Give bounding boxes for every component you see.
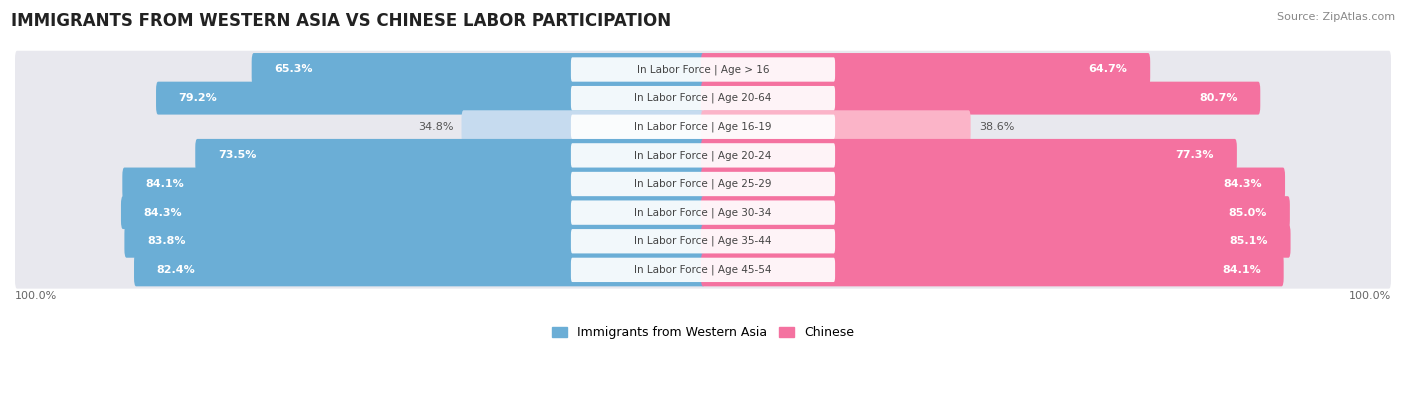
FancyBboxPatch shape — [122, 167, 704, 200]
Text: 73.5%: 73.5% — [218, 150, 256, 160]
Text: In Labor Force | Age 35-44: In Labor Force | Age 35-44 — [634, 236, 772, 246]
FancyBboxPatch shape — [571, 115, 835, 139]
FancyBboxPatch shape — [15, 79, 1391, 117]
Text: 85.1%: 85.1% — [1229, 236, 1268, 246]
Text: IMMIGRANTS FROM WESTERN ASIA VS CHINESE LABOR PARTICIPATION: IMMIGRANTS FROM WESTERN ASIA VS CHINESE … — [11, 12, 672, 30]
FancyBboxPatch shape — [15, 165, 1391, 203]
Legend: Immigrants from Western Asia, Chinese: Immigrants from Western Asia, Chinese — [547, 321, 859, 344]
FancyBboxPatch shape — [571, 86, 835, 110]
Text: 34.8%: 34.8% — [418, 122, 453, 132]
FancyBboxPatch shape — [156, 82, 704, 115]
FancyBboxPatch shape — [571, 57, 835, 82]
FancyBboxPatch shape — [702, 225, 1291, 258]
Text: 84.1%: 84.1% — [1222, 265, 1261, 275]
FancyBboxPatch shape — [15, 251, 1391, 289]
FancyBboxPatch shape — [571, 258, 835, 282]
Text: 82.4%: 82.4% — [156, 265, 195, 275]
Text: 85.0%: 85.0% — [1229, 208, 1267, 218]
FancyBboxPatch shape — [15, 51, 1391, 88]
Text: In Labor Force | Age 45-54: In Labor Force | Age 45-54 — [634, 265, 772, 275]
FancyBboxPatch shape — [124, 225, 704, 258]
FancyBboxPatch shape — [702, 139, 1237, 172]
FancyBboxPatch shape — [121, 196, 704, 229]
FancyBboxPatch shape — [702, 254, 1284, 286]
Text: 38.6%: 38.6% — [979, 122, 1014, 132]
FancyBboxPatch shape — [15, 108, 1391, 145]
Text: Source: ZipAtlas.com: Source: ZipAtlas.com — [1277, 12, 1395, 22]
Text: In Labor Force | Age 20-64: In Labor Force | Age 20-64 — [634, 93, 772, 103]
FancyBboxPatch shape — [702, 196, 1289, 229]
FancyBboxPatch shape — [571, 229, 835, 254]
FancyBboxPatch shape — [702, 82, 1260, 115]
FancyBboxPatch shape — [134, 254, 704, 286]
Text: 83.8%: 83.8% — [148, 236, 186, 246]
Text: 65.3%: 65.3% — [274, 64, 314, 75]
Text: 64.7%: 64.7% — [1088, 64, 1128, 75]
FancyBboxPatch shape — [15, 194, 1391, 231]
Text: 84.3%: 84.3% — [143, 208, 183, 218]
Text: 84.1%: 84.1% — [145, 179, 184, 189]
FancyBboxPatch shape — [252, 53, 704, 86]
FancyBboxPatch shape — [702, 110, 970, 143]
Text: 100.0%: 100.0% — [15, 292, 58, 301]
Text: In Labor Force | Age 16-19: In Labor Force | Age 16-19 — [634, 122, 772, 132]
Text: In Labor Force | Age 25-29: In Labor Force | Age 25-29 — [634, 179, 772, 189]
FancyBboxPatch shape — [702, 53, 1150, 86]
Text: 79.2%: 79.2% — [179, 93, 218, 103]
Text: 100.0%: 100.0% — [1348, 292, 1391, 301]
Text: 77.3%: 77.3% — [1175, 150, 1215, 160]
FancyBboxPatch shape — [15, 222, 1391, 260]
Text: In Labor Force | Age 20-24: In Labor Force | Age 20-24 — [634, 150, 772, 161]
Text: In Labor Force | Age > 16: In Labor Force | Age > 16 — [637, 64, 769, 75]
FancyBboxPatch shape — [571, 143, 835, 167]
Text: 84.3%: 84.3% — [1223, 179, 1263, 189]
FancyBboxPatch shape — [461, 110, 704, 143]
Text: In Labor Force | Age 30-34: In Labor Force | Age 30-34 — [634, 207, 772, 218]
FancyBboxPatch shape — [571, 200, 835, 225]
FancyBboxPatch shape — [15, 137, 1391, 174]
FancyBboxPatch shape — [571, 172, 835, 196]
FancyBboxPatch shape — [702, 167, 1285, 200]
FancyBboxPatch shape — [195, 139, 704, 172]
Text: 80.7%: 80.7% — [1199, 93, 1237, 103]
